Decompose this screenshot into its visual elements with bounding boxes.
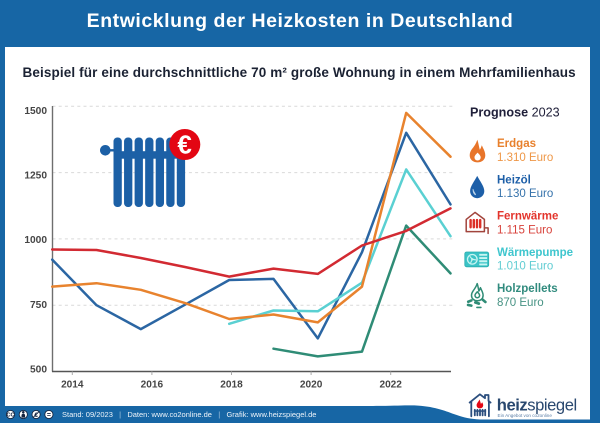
- svg-text:Holzpellets: Holzpellets: [497, 283, 558, 295]
- svg-text:750: 750: [30, 300, 47, 311]
- svg-text:2014: 2014: [61, 379, 84, 390]
- svg-text:2022: 2022: [379, 379, 402, 390]
- svg-text:1.130 Euro: 1.130 Euro: [497, 188, 553, 200]
- svg-text:€: €: [34, 412, 38, 419]
- svg-text:Prognose 2023: Prognose 2023: [470, 106, 560, 120]
- svg-text:Fernwärme: Fernwärme: [497, 211, 558, 223]
- svg-text:2018: 2018: [220, 379, 243, 390]
- svg-text:1000: 1000: [24, 235, 47, 246]
- svg-text:Entwicklung der Heizkosten in: Entwicklung der Heizkosten in Deutschlan…: [87, 10, 514, 32]
- svg-text:870 Euro: 870 Euro: [497, 297, 544, 309]
- svg-text:Ein Angebot von co2online: Ein Angebot von co2online: [498, 413, 553, 418]
- svg-text:Beispiel für eine durchschnitt: Beispiel für eine durchschnittliche 70 m…: [23, 65, 576, 80]
- svg-text:1.010 Euro: 1.010 Euro: [497, 261, 553, 273]
- svg-text:Wärmepumpe: Wärmepumpe: [497, 247, 573, 259]
- svg-text:2016: 2016: [141, 379, 164, 390]
- svg-text:500: 500: [30, 364, 47, 375]
- svg-text:1.115 Euro: 1.115 Euro: [497, 224, 552, 236]
- svg-text:=: =: [47, 412, 51, 419]
- svg-text:Heizöl: Heizöl: [497, 174, 531, 186]
- svg-text:1.310 Euro: 1.310 Euro: [497, 152, 553, 164]
- svg-text:1250: 1250: [24, 171, 47, 182]
- svg-text:CC: CC: [6, 413, 14, 419]
- svg-text:Erdgas: Erdgas: [497, 138, 536, 150]
- svg-text:2020: 2020: [300, 379, 323, 390]
- svg-text:Stand: 09/2023 | Daten: ww: Stand: 09/2023 | Daten: www.co2online.de…: [62, 410, 316, 419]
- svg-text:heizspiegel: heizspiegel: [497, 395, 577, 414]
- svg-text:€: €: [177, 130, 191, 160]
- svg-text:1500: 1500: [24, 106, 47, 117]
